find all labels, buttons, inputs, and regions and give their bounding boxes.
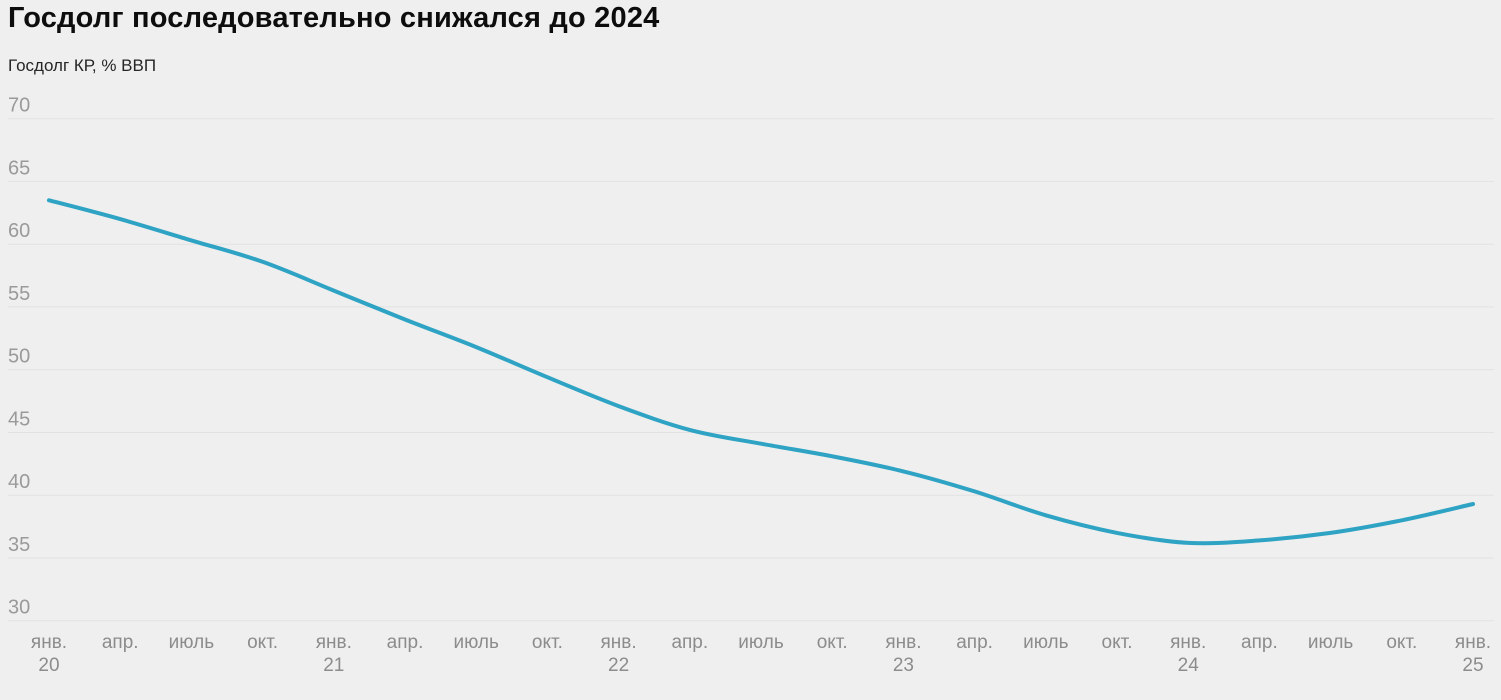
chart-title: Госдолг последовательно снижался до 2024	[8, 2, 660, 34]
x-axis-month-label: апр.	[671, 632, 708, 653]
x-axis-month-label: окт.	[532, 632, 563, 653]
y-axis-label: 30	[8, 597, 30, 619]
debt-line-path	[47, 198, 1475, 546]
x-axis-month-label: янв.	[316, 632, 352, 653]
x-axis-month-label: апр.	[102, 632, 139, 653]
y-axis-label: 70	[8, 95, 30, 117]
x-axis-month-label: янв.	[885, 632, 921, 653]
x-axis-month-label: июль	[169, 632, 215, 653]
y-axis-label: 35	[8, 534, 30, 556]
x-axis-month-label: окт.	[1102, 632, 1133, 653]
x-axis-month-label: янв.	[601, 632, 637, 653]
x-axis-year-label: 22	[608, 655, 629, 676]
x-axis-year-label: 20	[38, 655, 59, 676]
x-axis-year-label: 21	[323, 655, 344, 676]
x-axis-month-label: апр.	[956, 632, 993, 653]
x-axis-month-label: апр.	[1241, 632, 1278, 653]
x-axis-month-label: окт.	[247, 632, 278, 653]
x-axis-month-label: янв.	[1455, 632, 1491, 653]
y-axis-label: 45	[8, 409, 30, 431]
x-axis-month-label: апр.	[387, 632, 424, 653]
y-axis-label: 55	[8, 283, 30, 305]
x-axis-year-label: 23	[893, 655, 914, 676]
x-axis-month-label: июль	[738, 632, 784, 653]
x-axis-month-label: окт.	[1386, 632, 1417, 653]
x-axis-month-label: июль	[1023, 632, 1069, 653]
x-axis-year-label: 25	[1462, 655, 1483, 676]
x-axis-month-label: янв.	[31, 632, 67, 653]
y-axis-label: 50	[8, 346, 30, 368]
y-axis-label: 60	[8, 220, 30, 242]
x-axis-month-label: янв.	[1170, 632, 1206, 653]
x-axis-month-label: июль	[453, 632, 499, 653]
x-axis-year-label: 24	[1178, 655, 1200, 676]
y-axis-label: 65	[8, 157, 30, 179]
x-axis-month-label: окт.	[817, 632, 848, 653]
y-axis-label: 40	[8, 471, 30, 493]
chart-subtitle: Госдолг КР, % ВВП	[8, 56, 157, 75]
x-axis-month-label: июль	[1308, 632, 1354, 653]
